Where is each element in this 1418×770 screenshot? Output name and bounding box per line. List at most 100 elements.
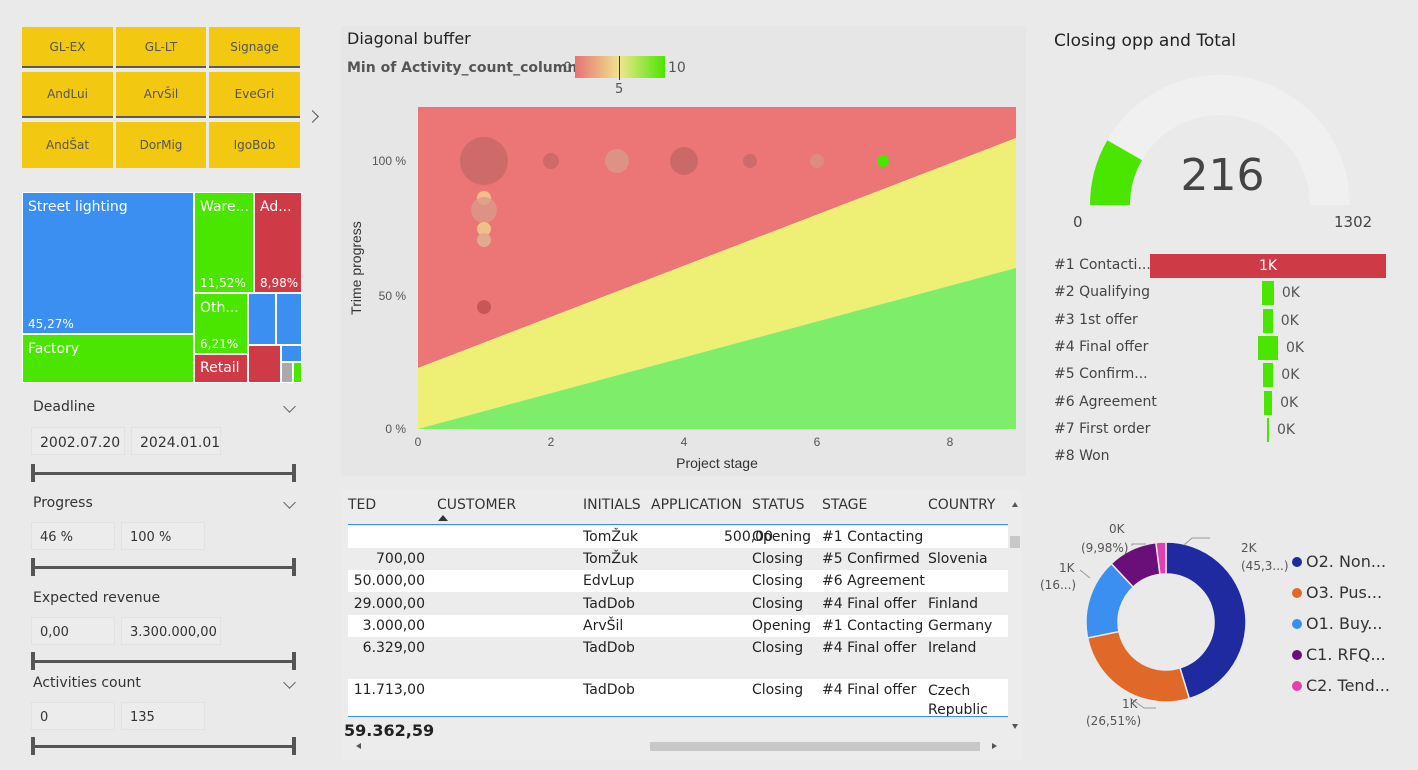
cell-status: Closing <box>752 640 804 656</box>
column-header[interactable]: CUSTOMER <box>437 497 517 513</box>
legend-item[interactable]: O1. Buy... <box>1292 614 1383 633</box>
donut-slice[interactable] <box>1155 541 1167 576</box>
treemap-cell[interactable] <box>281 345 302 362</box>
funnel-bar[interactable] <box>1262 363 1274 388</box>
revenue-to-input[interactable]: 3.300.000,00 <box>121 617 221 645</box>
scatter-point[interactable] <box>477 222 491 236</box>
table-row[interactable]: 3.000,00 ArvŠil Opening #1 Contacting Ge… <box>348 615 1008 637</box>
range-handle-left[interactable] <box>31 558 35 576</box>
scatter-point[interactable] <box>460 137 508 185</box>
range-handle-right[interactable] <box>292 558 296 576</box>
table-row[interactable]: 500,00 TomŽuk Opening #1 Contacting <box>348 526 1008 548</box>
range-handle-right[interactable] <box>292 737 296 755</box>
treemap-ad[interactable]: Ad... 8,98% <box>254 192 302 293</box>
activities-to-input[interactable]: 135 <box>121 702 205 730</box>
funnel-bar[interactable] <box>1257 335 1279 360</box>
scatter-point[interactable] <box>670 147 698 175</box>
chevron-right-icon[interactable] <box>306 110 319 123</box>
horizontal-scrollbar[interactable] <box>348 740 1008 754</box>
tile-gl-lt[interactable]: GL-LT <box>116 27 206 68</box>
date-from-input[interactable]: 2002.07.20 <box>31 427 125 455</box>
scroll-right-icon[interactable] <box>992 743 997 749</box>
column-header[interactable]: COUNTRY <box>928 497 996 513</box>
tile-arvsil[interactable]: ArvŠil <box>116 72 206 118</box>
column-header[interactable]: INITIALS <box>583 497 641 513</box>
range-track[interactable] <box>33 660 295 663</box>
scroll-thumb[interactable] <box>650 742 980 751</box>
range-handle-left[interactable] <box>31 464 35 482</box>
slicer-title: Deadline <box>33 399 96 415</box>
treemap-street-lighting[interactable]: Street lighting 45,27% <box>22 192 194 334</box>
scatter-point[interactable] <box>605 149 629 173</box>
column-header[interactable]: TED <box>348 497 377 513</box>
treemap-oth[interactable]: Oth... 6,21% <box>194 293 248 354</box>
range-handle-left[interactable] <box>31 652 35 670</box>
funnel-bar[interactable] <box>1262 281 1274 306</box>
activities-from-input[interactable]: 0 <box>31 702 115 730</box>
treemap-factory[interactable]: Factory <box>22 334 194 383</box>
legend-item[interactable]: C1. RFQ... <box>1292 645 1386 664</box>
scatter-point[interactable] <box>743 154 757 168</box>
range-handle-right[interactable] <box>292 652 296 670</box>
tile-gl-ex[interactable]: GL-EX <box>22 27 113 68</box>
gauge-min: 0 <box>1073 213 1083 231</box>
column-header[interactable]: APPLICATION <box>651 497 742 513</box>
treemap-cell[interactable] <box>248 293 276 345</box>
range-handle-left[interactable] <box>31 737 35 755</box>
vertical-scrollbar[interactable] <box>1010 496 1020 736</box>
leader-line <box>1131 543 1146 546</box>
chevron-down-icon[interactable] <box>283 400 296 413</box>
funnel-bar[interactable] <box>1150 254 1386 278</box>
green-zone <box>418 268 1016 429</box>
scroll-down-icon[interactable] <box>1012 724 1018 729</box>
cell-country: Ireland <box>928 640 977 656</box>
scroll-left-icon[interactable] <box>356 743 361 749</box>
funnel-bar[interactable] <box>1263 308 1273 333</box>
range-track[interactable] <box>33 472 295 475</box>
legend-item[interactable]: C2. Tend... <box>1292 676 1390 695</box>
legend-item[interactable]: O3. Pus... <box>1292 583 1382 602</box>
revenue-from-input[interactable]: 0,00 <box>31 617 115 645</box>
table-row[interactable]: 29.000,00 TadDob Closing #4 Final offer … <box>348 593 1008 615</box>
donut-slice[interactable] <box>1086 630 1191 703</box>
scatter-point[interactable] <box>877 155 889 167</box>
scatter-point[interactable] <box>477 300 491 314</box>
table-row[interactable]: 700,00 TomŽuk Closing #5 Confirmed Slove… <box>348 548 1008 570</box>
range-track[interactable] <box>33 745 295 748</box>
funnel-bar[interactable] <box>1263 390 1273 415</box>
treemap-ware[interactable]: Ware... 11,52% <box>194 192 254 293</box>
tile-andsat[interactable]: AndŠat <box>22 122 113 168</box>
treemap-cell[interactable] <box>281 362 293 383</box>
scatter-point[interactable] <box>477 233 491 247</box>
chevron-down-icon[interactable] <box>283 496 296 509</box>
scroll-thumb[interactable] <box>1010 536 1020 548</box>
gauge-max: 1302 <box>1334 213 1373 231</box>
treemap-cell[interactable] <box>293 362 302 383</box>
treemap-cell[interactable] <box>248 345 281 383</box>
tile-igobob[interactable]: IgoBob <box>209 122 300 168</box>
scatter-point[interactable] <box>810 154 824 168</box>
table-row[interactable]: 6.329,00 TadDob Closing #4 Final offer I… <box>348 637 1008 679</box>
table-row[interactable]: 11.713,00 TadDob Closing #4 Final offer … <box>348 679 1008 718</box>
progress-from-input[interactable]: 46 % <box>31 522 115 550</box>
table-row[interactable]: 50.000,00 EdvLup Closing #6 Agreement <box>348 570 1008 592</box>
treemap-retail[interactable]: Retail <box>194 354 248 383</box>
range-handle-right[interactable] <box>292 464 296 482</box>
scatter-point[interactable] <box>471 197 497 223</box>
date-to-input[interactable]: 2024.01.01 <box>131 427 221 455</box>
donut-slice[interactable] <box>1165 541 1247 700</box>
range-track[interactable] <box>33 566 295 569</box>
tile-dormig[interactable]: DorMig <box>116 122 206 168</box>
tile-andlui[interactable]: AndLui <box>22 72 113 118</box>
scroll-up-icon[interactable] <box>1012 502 1018 507</box>
chevron-down-icon[interactable] <box>283 676 296 689</box>
tile-signage[interactable]: Signage <box>209 27 300 68</box>
progress-to-input[interactable]: 100 % <box>121 522 205 550</box>
column-header[interactable]: STAGE <box>822 497 868 513</box>
tile-evegri[interactable]: EveGri <box>209 72 300 118</box>
column-header[interactable]: STATUS <box>752 497 805 513</box>
funnel-bar[interactable] <box>1267 417 1269 442</box>
scatter-point[interactable] <box>543 153 559 169</box>
treemap-cell[interactable] <box>276 293 302 345</box>
legend-item[interactable]: O2. Non... <box>1292 552 1386 571</box>
